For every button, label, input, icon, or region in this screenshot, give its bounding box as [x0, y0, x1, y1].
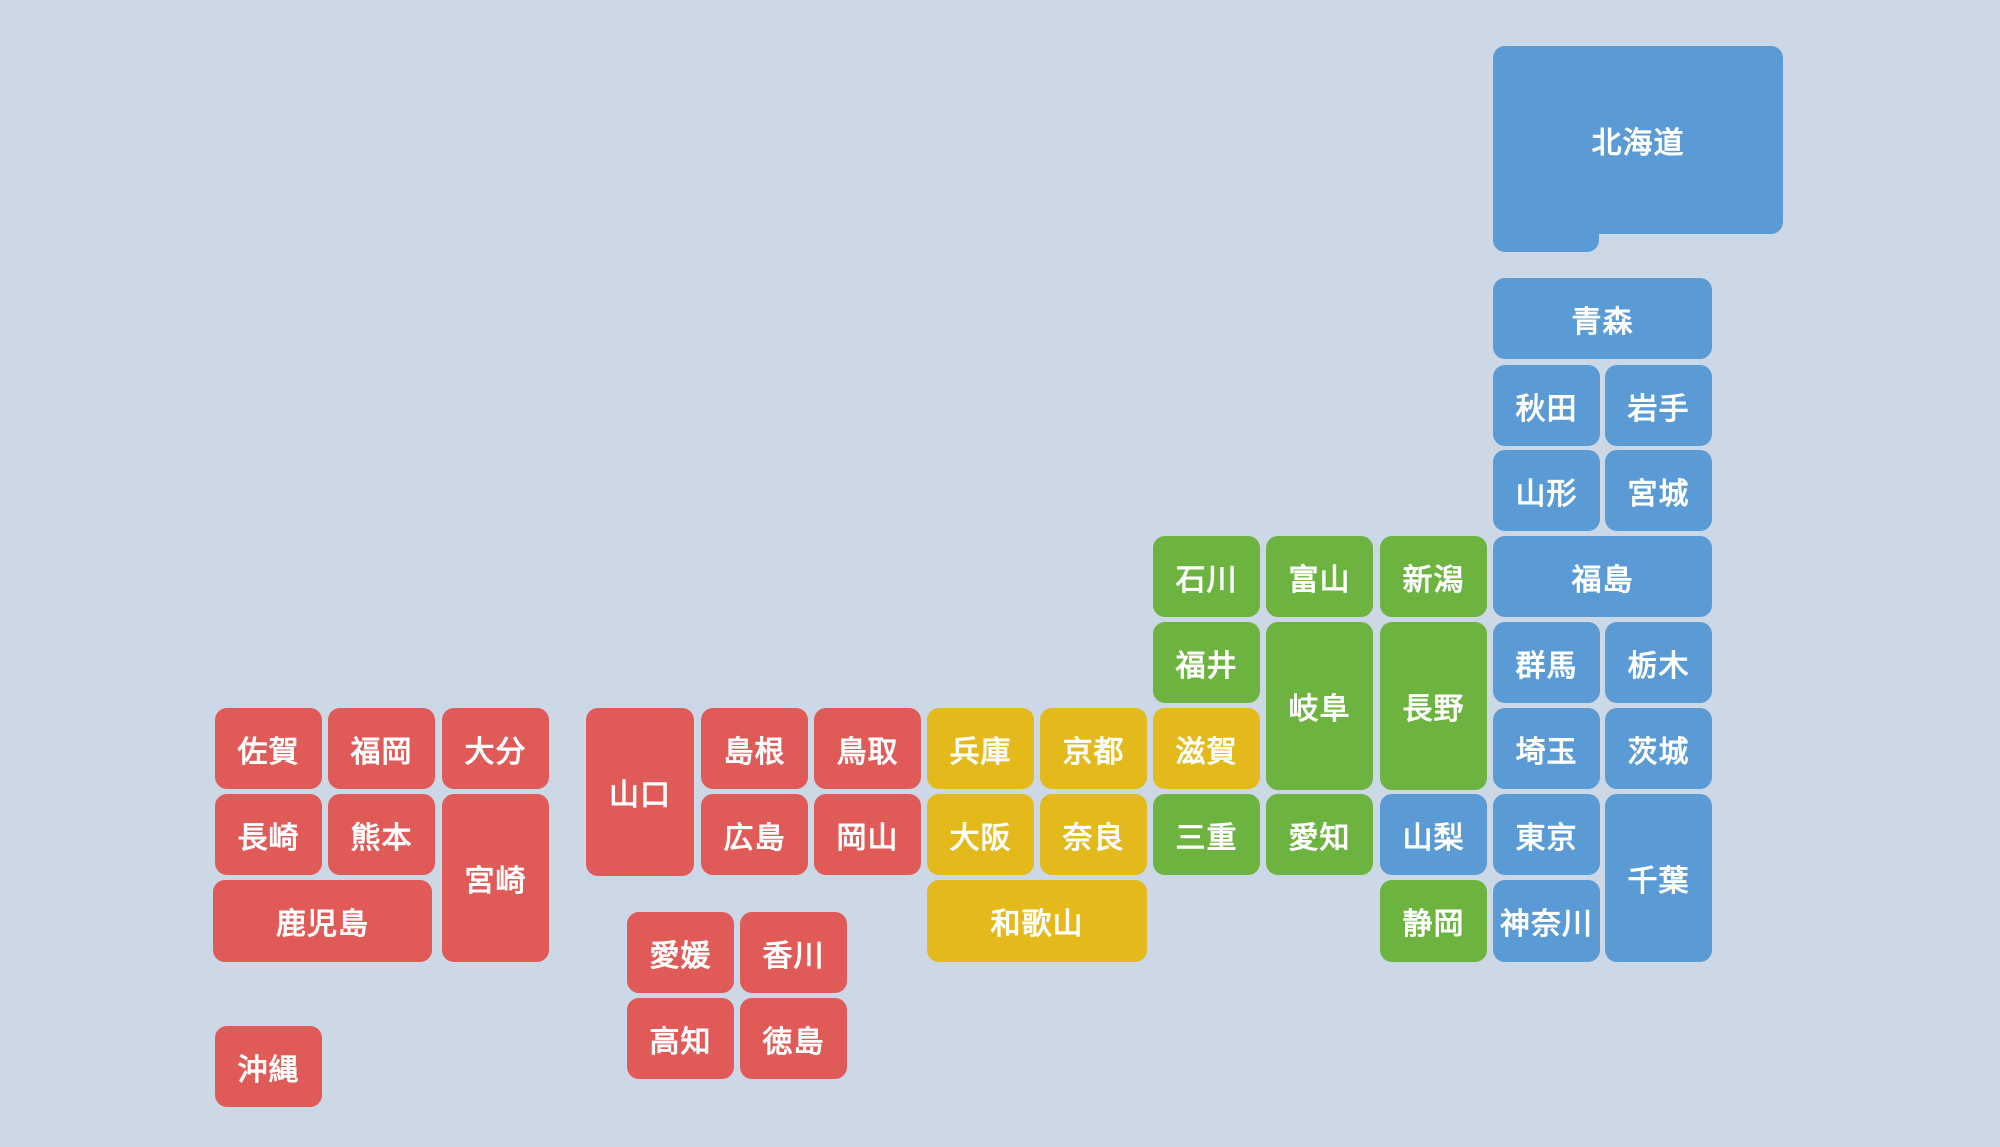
prefecture-gunma[interactable]: 群馬 — [1493, 622, 1600, 703]
prefecture-saga[interactable]: 佐賀 — [215, 708, 322, 789]
prefecture-label: 大阪 — [949, 820, 1012, 856]
prefecture-wakayama[interactable]: 和歌山 — [927, 880, 1147, 962]
prefecture-label: 香川 — [762, 938, 825, 974]
prefecture-label: 福島 — [1571, 562, 1634, 598]
prefecture-label: 島根 — [723, 734, 786, 770]
prefecture-aichi[interactable]: 愛知 — [1266, 794, 1373, 875]
prefecture-kagoshima[interactable]: 鹿児島 — [213, 880, 432, 962]
prefecture-kagawa[interactable]: 香川 — [740, 912, 847, 993]
prefecture-label: 岐阜 — [1288, 692, 1351, 727]
prefecture-toyama[interactable]: 富山 — [1266, 536, 1373, 617]
prefecture-shiga[interactable]: 滋賀 — [1153, 708, 1260, 789]
prefecture-label: 長野 — [1402, 692, 1465, 727]
prefecture-aomori[interactable]: 青森 — [1493, 278, 1712, 359]
prefecture-miyazaki[interactable]: 宮崎 — [442, 794, 549, 962]
prefecture-label: 佐賀 — [237, 734, 300, 770]
prefecture-oita[interactable]: 大分 — [442, 708, 549, 789]
prefecture-yamanashi[interactable]: 山梨 — [1380, 794, 1487, 875]
prefecture-label: 広島 — [723, 820, 786, 856]
prefecture-hiroshima[interactable]: 広島 — [701, 794, 808, 875]
prefecture-label: 神奈川 — [1500, 907, 1593, 942]
prefecture-yamaguchi[interactable]: 山口 — [586, 708, 694, 876]
prefecture-label: 石川 — [1175, 562, 1238, 598]
prefecture-label: 群馬 — [1515, 648, 1578, 684]
prefecture-akita[interactable]: 秋田 — [1493, 365, 1600, 446]
prefecture-label: 北海道 — [1591, 126, 1685, 161]
prefecture-label: 熊本 — [350, 820, 413, 856]
prefecture-fukui[interactable]: 福井 — [1153, 622, 1260, 703]
prefecture-gifu[interactable]: 岐阜 — [1266, 622, 1373, 790]
prefecture-ehime[interactable]: 愛媛 — [627, 912, 734, 993]
prefecture-label: 宮崎 — [464, 864, 527, 899]
prefecture-shimane[interactable]: 島根 — [701, 708, 808, 789]
prefecture-label: 長崎 — [237, 820, 300, 856]
prefecture-label: 山形 — [1515, 476, 1578, 512]
prefecture-label: 山口 — [609, 778, 671, 813]
prefecture-hokkaido[interactable]: 北海道 — [1493, 46, 1783, 234]
prefecture-label: 奈良 — [1062, 820, 1125, 856]
prefecture-iwate[interactable]: 岩手 — [1605, 365, 1712, 446]
prefecture-miyagi[interactable]: 宮城 — [1605, 450, 1712, 531]
prefecture-label: 京都 — [1062, 734, 1125, 770]
prefecture-niigata[interactable]: 新潟 — [1380, 536, 1487, 617]
prefecture-label: 千葉 — [1627, 864, 1690, 899]
prefecture-label: 新潟 — [1402, 562, 1465, 598]
prefecture-label: 岡山 — [836, 820, 899, 856]
prefecture-saitama[interactable]: 埼玉 — [1493, 708, 1600, 789]
prefecture-label: 栃木 — [1627, 648, 1690, 684]
prefecture-label: 茨城 — [1627, 734, 1690, 770]
prefecture-tochigi[interactable]: 栃木 — [1605, 622, 1712, 703]
prefecture-label: 徳島 — [762, 1024, 825, 1060]
prefecture-label: 兵庫 — [949, 734, 1012, 770]
prefecture-kochi[interactable]: 高知 — [627, 998, 734, 1079]
prefecture-label: 宮城 — [1627, 476, 1690, 512]
prefecture-label: 鹿児島 — [276, 907, 369, 942]
prefecture-label: 鳥取 — [836, 734, 899, 770]
prefecture-okinawa[interactable]: 沖縄 — [215, 1026, 322, 1107]
prefecture-mie[interactable]: 三重 — [1153, 794, 1260, 875]
prefecture-label: 静岡 — [1402, 907, 1465, 942]
prefecture-ishikawa[interactable]: 石川 — [1153, 536, 1260, 617]
prefecture-label: 愛知 — [1288, 820, 1351, 856]
prefecture-label: 滋賀 — [1175, 734, 1238, 770]
prefecture-label: 愛媛 — [649, 938, 712, 974]
prefecture-osaka[interactable]: 大阪 — [927, 794, 1034, 875]
prefecture-label: 山梨 — [1402, 820, 1465, 856]
prefecture-tottori[interactable]: 鳥取 — [814, 708, 921, 789]
prefecture-kyoto[interactable]: 京都 — [1040, 708, 1147, 789]
prefecture-label: 大分 — [464, 734, 527, 770]
prefecture-ibaraki[interactable]: 茨城 — [1605, 708, 1712, 789]
prefecture-nara[interactable]: 奈良 — [1040, 794, 1147, 875]
hokkaido-southwest-tab[interactable] — [1493, 220, 1599, 252]
prefecture-label: 埼玉 — [1515, 734, 1578, 770]
prefecture-label: 三重 — [1175, 820, 1238, 856]
prefecture-fukushima[interactable]: 福島 — [1493, 536, 1712, 617]
prefecture-nagano[interactable]: 長野 — [1380, 622, 1487, 790]
prefecture-chiba[interactable]: 千葉 — [1605, 794, 1712, 962]
prefecture-label: 高知 — [649, 1024, 712, 1060]
prefecture-label: 福井 — [1175, 648, 1238, 684]
prefecture-label: 富山 — [1288, 562, 1351, 598]
prefecture-kanagawa[interactable]: 神奈川 — [1493, 880, 1600, 962]
prefecture-okayama[interactable]: 岡山 — [814, 794, 921, 875]
prefecture-label: 岩手 — [1627, 391, 1690, 427]
prefecture-label: 秋田 — [1515, 391, 1578, 427]
prefecture-label: 青森 — [1571, 304, 1634, 340]
prefecture-tokushima[interactable]: 徳島 — [740, 998, 847, 1079]
prefecture-label: 和歌山 — [990, 907, 1084, 942]
prefecture-yamagata[interactable]: 山形 — [1493, 450, 1600, 531]
prefecture-label: 東京 — [1515, 820, 1578, 856]
prefecture-nagasaki[interactable]: 長崎 — [215, 794, 322, 875]
prefecture-label: 福岡 — [350, 734, 413, 770]
prefecture-kumamoto[interactable]: 熊本 — [328, 794, 435, 875]
prefecture-fukuoka[interactable]: 福岡 — [328, 708, 435, 789]
prefecture-shizuoka[interactable]: 静岡 — [1380, 880, 1487, 962]
prefecture-tokyo[interactable]: 東京 — [1493, 794, 1600, 875]
prefecture-hyogo[interactable]: 兵庫 — [927, 708, 1034, 789]
prefecture-label: 沖縄 — [237, 1052, 300, 1088]
